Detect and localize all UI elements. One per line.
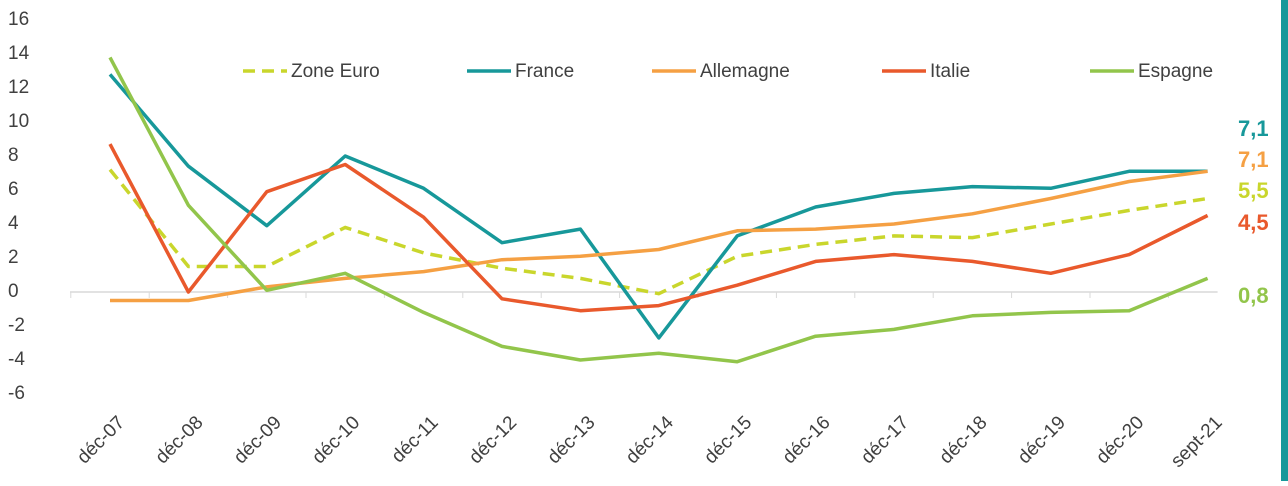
value-label: 7,1 [1238,147,1269,172]
x-tick-label: déc-11 [388,412,443,467]
y-tick-label: 6 [8,179,19,200]
y-tick-label: 0 [8,281,19,302]
legend-label: Espagne [1138,61,1213,82]
y-tick-label: -2 [8,315,25,336]
value-label: 4,5 [1238,210,1269,235]
x-tick-label: déc-18 [936,412,992,468]
y-tick-label: 16 [8,9,29,30]
y-tick-label: 12 [8,77,29,98]
x-tick-label: déc-17 [857,412,913,468]
x-tick-label: déc-16 [779,412,835,468]
x-tick-label: déc-20 [1092,412,1148,468]
series-line [108,73,1208,340]
x-tick-label: déc-10 [308,412,364,468]
y-tick-label: 4 [8,213,19,234]
legend-label: France [515,61,574,82]
series-line [108,143,1209,313]
y-tick-label: 10 [8,111,29,132]
legend-label: Allemagne [700,61,790,82]
series-line [108,168,1208,296]
value-label: 0,8 [1238,283,1269,308]
x-tick-label: déc-09 [230,412,286,468]
y-tick-label: 8 [8,145,19,166]
x-tick-label: déc-07 [73,412,129,468]
x-tick-label: sept-21 [1167,412,1227,472]
series-line [108,56,1209,364]
y-tick-label: 14 [8,43,30,64]
x-tick-label: déc-13 [544,412,600,468]
y-tick-label: -6 [8,383,25,404]
legend-label: Italie [930,61,970,82]
x-tick-label: déc-15 [700,412,756,468]
x-tick-label: déc-19 [1014,412,1070,468]
border-stripe [1281,0,1288,481]
legend-label: Zone Euro [291,61,380,82]
x-tick-label: déc-08 [152,412,208,468]
y-tick-label: -4 [8,349,25,370]
y-tick-label: 2 [8,247,19,268]
value-label: 5,5 [1238,178,1269,203]
x-tick-label: déc-12 [465,412,521,468]
value-label: 7,1 [1238,116,1269,141]
x-tick-label: déc-14 [622,412,678,468]
